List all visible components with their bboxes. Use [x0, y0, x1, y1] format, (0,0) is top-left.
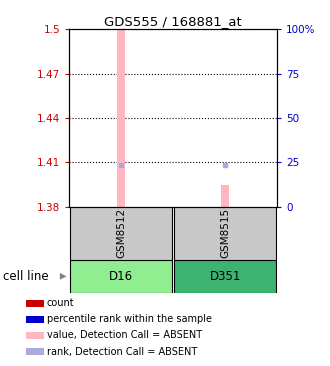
Bar	[70, 260, 172, 293]
Bar	[221, 184, 229, 207]
Text: GSM8515: GSM8515	[220, 208, 230, 258]
Text: cell line: cell line	[3, 270, 49, 283]
Bar	[26, 348, 44, 355]
Bar	[174, 207, 276, 260]
Text: percentile rank within the sample: percentile rank within the sample	[47, 314, 212, 324]
Bar	[26, 332, 44, 339]
Bar	[26, 316, 44, 323]
Bar	[26, 300, 44, 307]
Text: count: count	[47, 298, 74, 308]
Text: D16: D16	[109, 270, 133, 283]
Bar	[174, 260, 276, 293]
Text: rank, Detection Call = ABSENT: rank, Detection Call = ABSENT	[47, 347, 197, 357]
Text: value, Detection Call = ABSENT: value, Detection Call = ABSENT	[47, 330, 202, 340]
Bar	[70, 207, 172, 260]
Text: GSM8512: GSM8512	[116, 208, 126, 258]
Title: GDS555 / 168881_at: GDS555 / 168881_at	[104, 15, 242, 28]
Bar	[117, 29, 125, 207]
Text: D351: D351	[210, 270, 241, 283]
